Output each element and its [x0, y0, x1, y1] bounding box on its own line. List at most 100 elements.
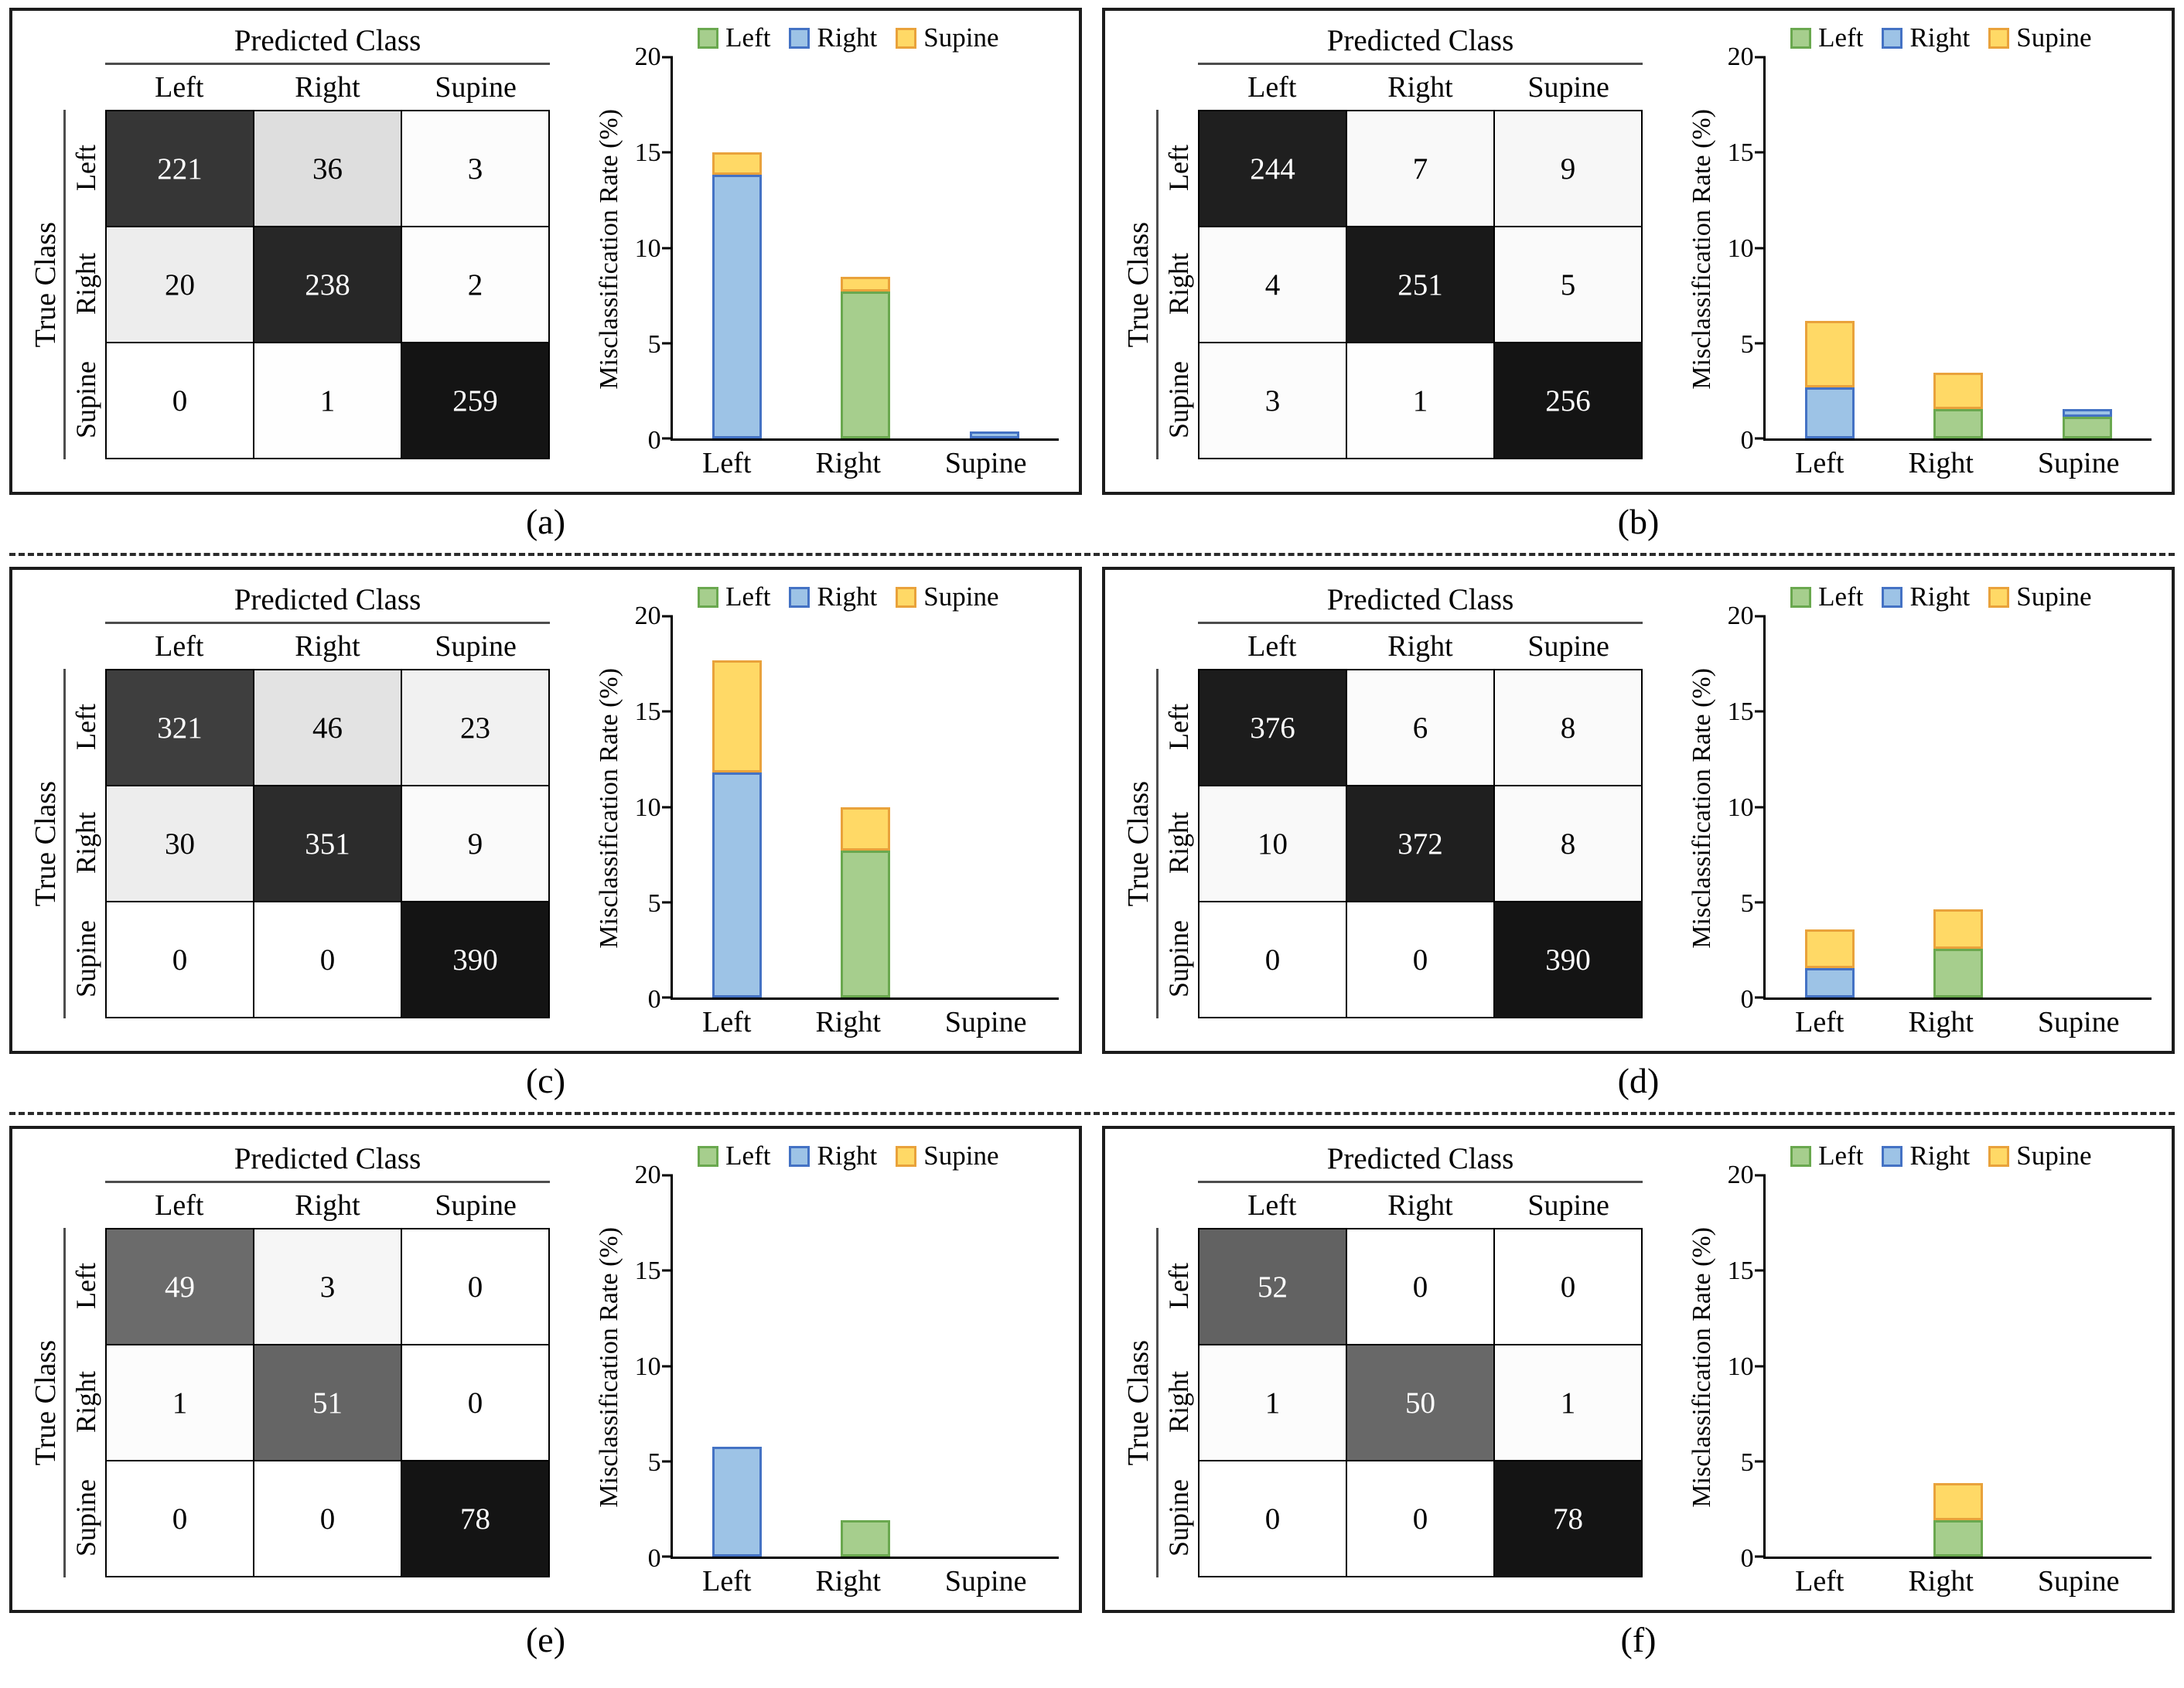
legend-label-left: Left [1818, 22, 1864, 53]
x-axis-category-labels: Left Right Supine [671, 441, 1059, 486]
dashed-separator [9, 553, 2175, 556]
legend-label-supine: Supine [923, 581, 999, 612]
col-header-left: Left [1247, 1189, 1297, 1222]
matrix-body: True Class Left Right Supine 221 36 3 20… [28, 110, 589, 459]
col-header-supine: Supine [435, 71, 517, 104]
row-header-right: Right [1162, 1370, 1194, 1433]
y-tick-mark [661, 342, 673, 345]
plot-row: 0 5 10 15 20 [1720, 603, 2152, 1013]
y-tick-label: 5 [647, 330, 661, 359]
plot-column: 0 5 10 15 20 [627, 603, 1059, 1045]
col-header-supine: Supine [1527, 1189, 1609, 1222]
matrix-cell: 0 [106, 343, 254, 459]
matrix-cell: 20 [106, 227, 254, 343]
matrix-cell: 51 [254, 1345, 401, 1461]
matrix-cell: 8 [1494, 670, 1642, 786]
figure-panel: Predicted Class Left Right Supine True C… [1102, 567, 2175, 1110]
panel-box: Predicted Class Left Right Supine True C… [9, 567, 1082, 1054]
segment-right [712, 772, 762, 997]
stacked-bar-left [712, 1175, 762, 1557]
plot-column: 0 5 10 15 20 [627, 44, 1059, 486]
panel-box: Predicted Class Left Right Supine True C… [9, 8, 1082, 495]
segment-left [1933, 1519, 1984, 1557]
panel-caption: (c) [525, 1061, 566, 1100]
x-axis-category-labels: Left Right Supine [671, 1000, 1059, 1045]
predicted-class-title: Predicted Class [1198, 582, 1643, 624]
predicted-class-headers: Left Right Supine [1198, 1183, 1643, 1228]
y-axis-title: Misclassification Rate (%) [594, 667, 623, 949]
y-tick-mark [661, 1460, 673, 1463]
misclassification-chart: Left Right Supine Misclassification Rate… [1681, 1129, 2172, 1610]
matrix-cell: 0 [401, 1229, 549, 1345]
row-header-supine: Supine [1162, 1478, 1194, 1557]
plot-column: 0 5 10 15 20 [627, 1162, 1059, 1604]
y-tick-label: 20 [634, 602, 661, 630]
x-label-supine: Supine [944, 1565, 1027, 1598]
y-axis-title: Misclassification Rate (%) [1687, 108, 1716, 390]
stacked-bar-left [1804, 57, 1855, 438]
figure-panel: Predicted Class Left Right Supine True C… [1102, 1126, 2175, 1669]
legend-item-right: Right [789, 581, 877, 612]
bar-slot-right [841, 1175, 891, 1557]
y-tick-label: 5 [647, 1448, 661, 1477]
bar-slot-supine [2062, 57, 2112, 438]
y-tick-label: 15 [634, 697, 661, 726]
predicted-class-headers: Left Right Supine [1198, 65, 1643, 110]
legend-label-left: Left [1818, 581, 1864, 612]
x-label-left: Left [1795, 1006, 1844, 1038]
legend-item-supine: Supine [896, 22, 998, 53]
stacked-bar-right [841, 57, 891, 438]
x-axis-category-labels: Left Right Supine [1763, 441, 2152, 486]
matrix-cell: 78 [1494, 1461, 1642, 1577]
segment-right [712, 174, 762, 438]
segment-supine [712, 660, 762, 773]
misclassification-chart: Left Right Supine Misclassification Rate… [1681, 11, 2172, 492]
col-header-supine: Supine [435, 630, 517, 663]
y-tick-label: 15 [1727, 138, 1754, 167]
matrix-body: True Class Left Right Supine 244 7 9 4 2… [1121, 110, 1681, 459]
x-label-left: Left [1795, 447, 1844, 479]
y-tick-mark [1754, 1555, 1766, 1558]
legend-label-supine: Supine [2016, 22, 2092, 53]
legend-item-left: Left [1790, 1141, 1863, 1171]
legend-label-supine: Supine [923, 22, 999, 53]
matrix-cell: 0 [106, 902, 254, 1018]
row-header-right: Right [1162, 811, 1194, 874]
stacked-bar-right [1933, 1175, 1984, 1557]
legend-item-left: Left [698, 22, 770, 53]
true-class-row-labels: Left Right Supine [1156, 669, 1198, 1018]
panel-caption: (e) [525, 1620, 566, 1659]
y-tick-label: 20 [1727, 43, 1754, 71]
y-tick-label: 20 [634, 1161, 661, 1189]
segment-left [841, 1519, 891, 1557]
predicted-class-headers: Left Right Supine [105, 1183, 550, 1228]
chart-body: Misclassification Rate (%) 0 5 10 15 20 [592, 44, 1059, 486]
y-tick-mark [1754, 615, 1766, 618]
matrix-cell: 251 [1346, 227, 1494, 343]
stacked-bar-supine [2062, 57, 2112, 438]
matrix-cell: 0 [401, 1345, 549, 1461]
legend-item-left: Left [698, 1141, 770, 1171]
segment-left [1933, 948, 1984, 997]
panel-caption: (d) [1617, 1061, 1660, 1100]
matrix-cell: 6 [1346, 670, 1494, 786]
segment-right [2062, 409, 2112, 417]
y-tick-mark [661, 1174, 673, 1177]
y-tick-mark [661, 1365, 673, 1367]
matrix-cell: 1 [106, 1345, 254, 1461]
confusion-matrix-grid: 321 46 23 30 351 9 0 0 390 [105, 669, 550, 1018]
chart-body: Misclassification Rate (%) 0 5 10 15 20 [592, 1162, 1059, 1604]
legend-item-right: Right [1882, 22, 1970, 53]
legend-label-left: Left [725, 1141, 771, 1171]
x-label-right: Right [1908, 447, 1974, 479]
y-tick-label: 10 [634, 1352, 661, 1381]
confusion-matrix-grid: 52 0 0 1 50 1 0 0 78 [1198, 1228, 1643, 1577]
y-tick-mark [661, 615, 673, 618]
segment-supine [1804, 321, 1855, 387]
segment-left [841, 851, 891, 997]
bar-slot-left [712, 1175, 762, 1557]
matrix-cell: 0 [106, 1461, 254, 1577]
y-axis-title: Misclassification Rate (%) [1687, 667, 1716, 949]
y-tick-mark [661, 437, 673, 440]
